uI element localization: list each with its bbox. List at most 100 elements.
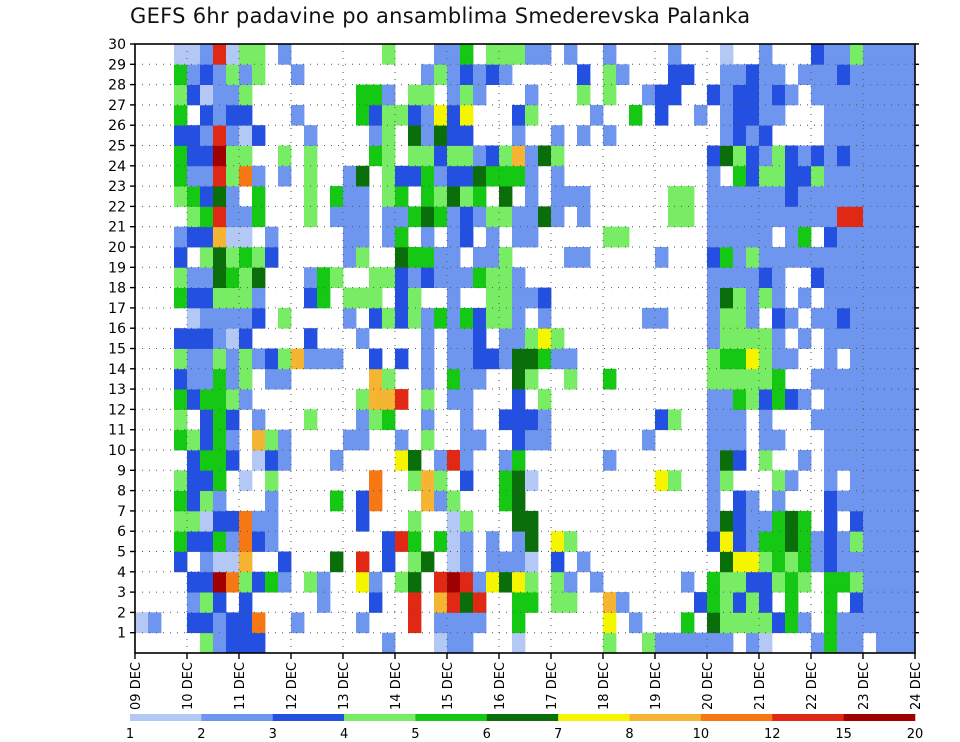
heatmap-cell <box>252 429 266 451</box>
heatmap-cell <box>772 104 786 126</box>
heatmap-cell <box>512 287 526 309</box>
heatmap-cell <box>226 206 240 228</box>
heatmap-cells <box>135 44 916 654</box>
heatmap-cell <box>733 165 747 187</box>
heatmap-cell <box>226 429 240 451</box>
heatmap-cell <box>460 206 474 228</box>
heatmap-cell <box>850 571 864 593</box>
heatmap-cell <box>421 206 435 228</box>
heatmap-cell <box>239 247 253 268</box>
heatmap-cell <box>278 368 292 390</box>
heatmap-cell <box>746 84 760 106</box>
heatmap-cell <box>447 165 461 187</box>
heatmap-cell <box>395 104 409 126</box>
heatmap-cell <box>226 328 240 349</box>
heatmap-cell <box>499 186 513 207</box>
heatmap-cell <box>889 571 903 593</box>
x-tick-label: 09 DEC <box>129 662 144 710</box>
heatmap-cell <box>421 429 435 451</box>
heatmap-cell <box>239 348 253 370</box>
heatmap-cell <box>213 450 227 471</box>
heatmap-cell <box>200 429 214 451</box>
heatmap-cell <box>681 571 695 593</box>
heatmap-cell <box>200 490 214 512</box>
heatmap-cell <box>174 104 188 126</box>
heatmap-cell <box>174 348 188 370</box>
heatmap-cell <box>837 44 851 65</box>
heatmap-cell <box>200 632 214 654</box>
heatmap-cell <box>837 571 851 593</box>
heatmap-cell <box>850 470 864 491</box>
heatmap-cell <box>278 165 292 187</box>
x-tick-label: 10 DEC <box>181 662 196 710</box>
heatmap-cell <box>434 104 448 126</box>
heatmap-cell <box>213 267 227 288</box>
heatmap-cell <box>720 44 734 65</box>
heatmap-cell <box>733 450 747 471</box>
heatmap-cell <box>564 571 578 593</box>
heatmap-cell <box>187 267 201 288</box>
heatmap-cell <box>616 226 630 248</box>
heatmap-cell <box>889 368 903 390</box>
heatmap-cell <box>473 267 487 288</box>
heatmap-cell <box>746 307 760 329</box>
heatmap-cell <box>213 409 227 431</box>
heatmap-cell <box>876 571 890 593</box>
heatmap-cell <box>733 389 747 410</box>
heatmap-cell <box>733 429 747 451</box>
heatmap-cell <box>746 368 760 390</box>
heatmap-cell <box>213 490 227 512</box>
heatmap-cell <box>213 64 227 85</box>
heatmap-cell <box>447 551 461 573</box>
heatmap-cell <box>252 531 266 552</box>
heatmap-cell <box>824 287 838 309</box>
heatmap-cell <box>759 64 773 85</box>
heatmap-cell <box>811 186 825 207</box>
y-tick-label: 12 <box>108 402 126 418</box>
heatmap-cell <box>733 186 747 207</box>
heatmap-cell <box>824 206 838 228</box>
heatmap-cell <box>434 612 448 634</box>
heatmap-cell <box>525 145 539 167</box>
heatmap-cell <box>772 429 786 451</box>
heatmap-cell <box>850 429 864 451</box>
heatmap-cell <box>239 44 253 65</box>
heatmap-cell <box>837 450 851 471</box>
heatmap-cell <box>889 267 903 288</box>
heatmap-cell <box>343 186 357 207</box>
heatmap-cell <box>837 287 851 309</box>
heatmap-cell <box>460 368 474 390</box>
heatmap-cell <box>863 429 877 451</box>
heatmap-cell <box>811 531 825 552</box>
heatmap-cell <box>720 206 734 228</box>
heatmap-cell <box>642 632 656 654</box>
heatmap-cell <box>850 287 864 309</box>
y-tick-label: 7 <box>117 504 126 520</box>
heatmap-cell <box>538 287 552 309</box>
heatmap-cell <box>447 84 461 106</box>
heatmap-cell <box>889 551 903 573</box>
heatmap-cell <box>603 44 617 65</box>
heatmap-cell <box>525 592 539 613</box>
heatmap-cell <box>408 206 422 228</box>
heatmap-cell <box>200 510 214 532</box>
heatmap-cell <box>642 429 656 451</box>
heatmap-cell <box>876 307 890 329</box>
heatmap-cell <box>213 104 227 126</box>
heatmap-cell <box>200 145 214 167</box>
heatmap-cell <box>824 490 838 512</box>
heatmap-cell <box>876 44 890 65</box>
heatmap-cell <box>239 84 253 106</box>
heatmap-cell <box>200 450 214 471</box>
heatmap-cell <box>837 267 851 288</box>
heatmap-cell <box>421 470 435 491</box>
heatmap-cell <box>837 551 851 573</box>
heatmap-cell <box>252 307 266 329</box>
heatmap-cell <box>213 510 227 532</box>
heatmap-cell <box>473 368 487 390</box>
heatmap-cell <box>889 429 903 451</box>
heatmap-cell <box>382 206 396 228</box>
heatmap-cell <box>772 328 786 349</box>
heatmap-cell <box>174 267 188 288</box>
heatmap-cell <box>304 409 318 431</box>
